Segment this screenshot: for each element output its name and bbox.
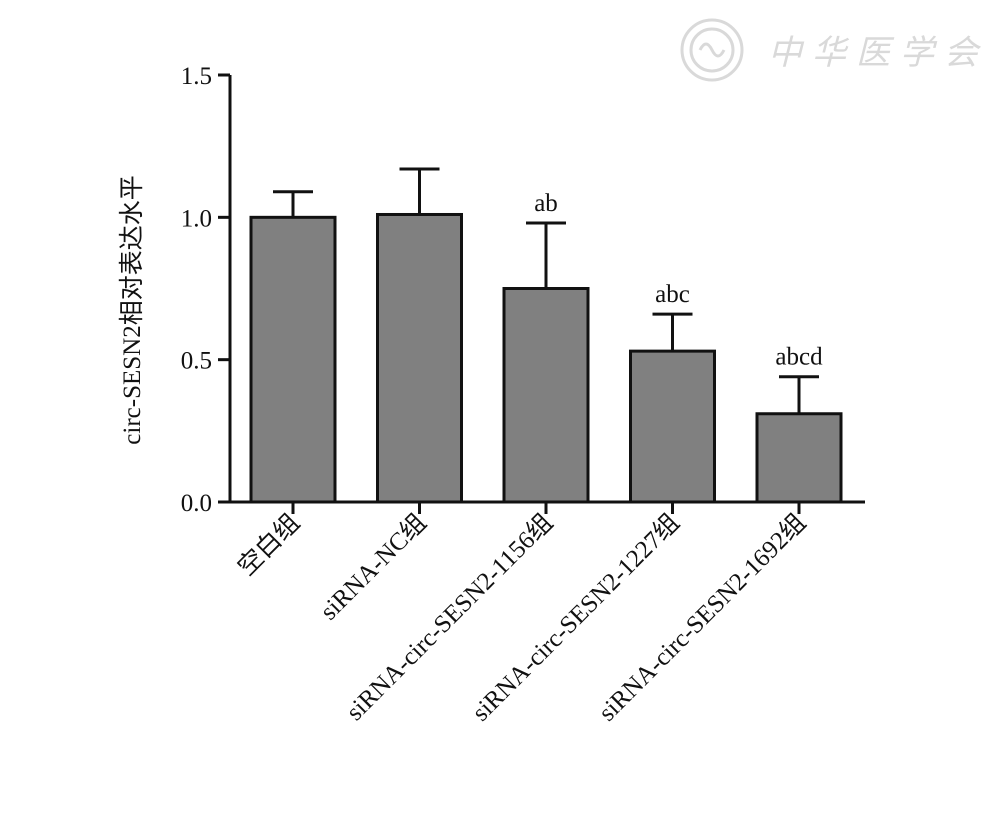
x-axis-ticks <box>291 502 801 514</box>
significance-labels: ab abc abcd <box>534 190 823 371</box>
watermark: 中华医学会 <box>680 18 988 82</box>
y-tick-label: 1.5 <box>181 63 212 90</box>
significance-label: abcd <box>775 344 823 371</box>
x-category-label: 空白组 <box>232 508 305 581</box>
significance-label: abc <box>655 281 690 308</box>
x-category-label: siRNA-circ-SESN2-1227组 <box>467 508 685 726</box>
watermark-seal-icon <box>680 18 744 82</box>
x-axis-labels: 空白组 siRNA-NC组siRNA-circ-SESN2-1156组siRNA-… <box>232 508 811 726</box>
bar <box>249 215 337 504</box>
bar <box>629 349 716 504</box>
significance-label: ab <box>534 190 558 217</box>
x-category-label: siRNA-circ-SESN2-1692组 <box>593 508 811 726</box>
y-axis-title: circ-SESN2相对表达水平 <box>118 175 146 444</box>
y-tick-label: 1.0 <box>181 205 212 232</box>
y-tick-label: 0.0 <box>181 490 212 517</box>
error-bars <box>273 167 819 414</box>
x-category-label: siRNA-NC组 <box>315 508 432 625</box>
bar <box>376 212 463 504</box>
x-category-label: siRNA-circ-SESN2-1156组 <box>341 508 559 726</box>
bar <box>502 287 590 504</box>
y-tick-label: 0.5 <box>181 348 212 375</box>
watermark-text: 中华医学会 <box>768 33 988 73</box>
bar <box>755 412 843 504</box>
y-axis-ticks: 0.0 0.5 1.0 1.5 <box>181 63 230 517</box>
